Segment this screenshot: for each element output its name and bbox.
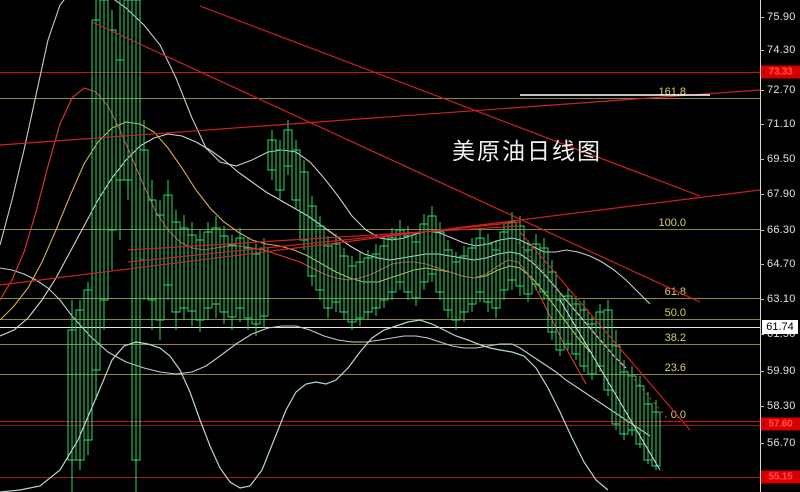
fib-label-50-0: 50.0 <box>664 307 686 319</box>
axis-vertical-line <box>760 0 761 492</box>
price-axis[interactable]: 75.90 74.30 72.70 71.10 69.50 67.90 66.3… <box>760 0 800 492</box>
panel-divider <box>0 327 760 328</box>
axis-tick <box>760 230 764 231</box>
upper-descending-trendline <box>91 21 701 303</box>
axis-label-71-10: 71.10 <box>767 118 796 130</box>
chart-canvas <box>0 0 760 492</box>
cursor-price-tag: 61.74 <box>762 320 798 334</box>
channel-upper-ascending <box>127 225 521 251</box>
axis-tick <box>760 264 764 265</box>
axis-label-69-50: 69.50 <box>767 153 796 165</box>
axis-label-63-10: 63.10 <box>767 293 796 305</box>
channel-lower-ascending <box>127 221 521 263</box>
axis-tick <box>760 194 764 195</box>
fib-line-161-8 <box>0 98 760 99</box>
axis-label-67-90: 67.90 <box>767 188 796 200</box>
ascending-support-trendline <box>0 189 760 286</box>
fib-label-23-6: 23.6 <box>664 362 686 374</box>
axis-label-58-30: 58.30 <box>767 400 796 412</box>
axis-tick <box>760 299 764 300</box>
ma-short-line <box>0 87 587 385</box>
ascending-resistance-trendline <box>0 89 760 146</box>
level-resistance-73 <box>0 72 760 73</box>
bollinger-upper-line <box>0 0 651 305</box>
axis-label-56-70: 56.70 <box>767 437 796 449</box>
price-panel[interactable]: 161.8 100.0 61.8 50.0 38.2 23.6 0.0 <box>0 0 760 492</box>
axis-tick <box>760 406 764 407</box>
bollinger-lower-line <box>0 267 651 437</box>
level-last-price <box>0 421 760 422</box>
axis-label-59-90: 59.90 <box>767 365 796 377</box>
axis-tick <box>760 371 764 372</box>
fib-line-100-0 <box>0 229 760 230</box>
upper-resistance-tag[interactable]: 73.33 <box>761 65 800 79</box>
axis-label-75-90: 75.90 <box>767 11 796 23</box>
dotted-descending-channel <box>517 241 673 425</box>
fib-label-38-2: 38.2 <box>664 332 686 344</box>
axis-tick <box>760 17 764 18</box>
descending-white-guide <box>559 299 661 471</box>
axis-tick <box>760 443 764 444</box>
level-support-55 <box>0 477 760 478</box>
axis-tick <box>760 90 764 91</box>
candlestick-series <box>67 0 661 492</box>
axis-label-74-30: 74.30 <box>767 44 796 56</box>
fib-label-61-8: 61.8 <box>664 286 686 298</box>
axis-label-66-30: 66.30 <box>767 224 796 236</box>
fib-label-100-0: 100.0 <box>658 217 686 229</box>
axis-tick <box>760 159 764 160</box>
lower-indicator-line <box>0 319 609 492</box>
fib-line-38-2 <box>0 344 760 345</box>
axis-tick <box>760 50 764 51</box>
level-last-price-2 <box>0 425 760 426</box>
axis-label-64-70: 64.70 <box>767 258 796 270</box>
steep-descending-trendline <box>519 231 691 431</box>
chart-title: 美原油日线图 <box>452 139 602 165</box>
fib-line-50-0 <box>0 319 760 320</box>
last-price-tag[interactable]: 57.60 <box>761 417 800 431</box>
mid-descending-trendline <box>199 5 701 197</box>
lower-support-tag[interactable]: 55.15 <box>761 470 800 484</box>
axis-label-72-70: 72.70 <box>767 84 796 96</box>
axis-tick <box>760 334 764 335</box>
fib-line-23-6 <box>0 374 760 375</box>
axis-tick <box>760 124 764 125</box>
